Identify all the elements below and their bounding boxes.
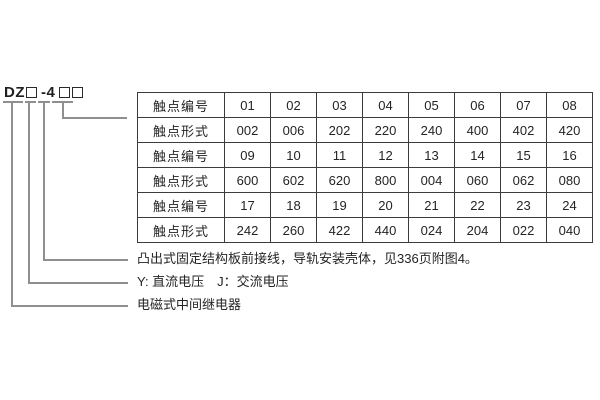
value-cell: 620 bbox=[316, 167, 363, 193]
value-cell: 19 bbox=[316, 192, 363, 218]
value-cell: 240 bbox=[408, 117, 455, 143]
value-cell: 022 bbox=[500, 217, 547, 243]
value-cell: 09 bbox=[224, 142, 271, 168]
annotation-mounting: 凸出式固定结构板前接线，导轨安装壳体，见336页附图4。 bbox=[137, 251, 478, 266]
value-cell: 04 bbox=[362, 92, 409, 118]
leader-line-to-table bbox=[62, 117, 127, 119]
contact-spec-table: 触点编号 01 02 03 04 05 06 07 08 触点形式 002 006 202 220 240 4… bbox=[137, 92, 593, 243]
value-cell: 23 bbox=[500, 192, 547, 218]
value-cell: 400 bbox=[454, 117, 501, 143]
spec-table-body: 触点编号 01 02 03 04 05 06 07 08 触点形式 002 006 202 220 240 4… bbox=[137, 92, 593, 243]
value-cell: 024 bbox=[408, 217, 455, 243]
leader-line-to-annotation1 bbox=[43, 259, 128, 261]
leader-line-vertical-2 bbox=[28, 101, 30, 283]
value-cell: 07 bbox=[500, 92, 547, 118]
leader-line-to-annotation3 bbox=[11, 305, 128, 307]
model-prefix: DZ bbox=[4, 84, 25, 101]
value-cell: 062 bbox=[500, 167, 547, 193]
value-cell: 800 bbox=[362, 167, 409, 193]
value-cell: 242 bbox=[224, 217, 271, 243]
value-cell: 204 bbox=[454, 217, 501, 243]
value-cell: 11 bbox=[316, 142, 363, 168]
model-code: DZ -4 bbox=[4, 84, 84, 101]
value-cell: 420 bbox=[546, 117, 593, 143]
row-label-cell: 触点编号 bbox=[137, 92, 225, 118]
underline-box1 bbox=[25, 101, 36, 103]
value-cell: 01 bbox=[224, 92, 271, 118]
value-cell: 004 bbox=[408, 167, 455, 193]
table-row: 触点形式 002 006 202 220 240 400 402 420 bbox=[137, 117, 593, 143]
value-cell: 18 bbox=[270, 192, 317, 218]
value-cell: 08 bbox=[546, 92, 593, 118]
value-cell: 16 bbox=[546, 142, 593, 168]
value-cell: 17 bbox=[224, 192, 271, 218]
table-row: 触点编号 09 10 11 12 13 14 15 16 bbox=[137, 142, 593, 168]
annotation-relay-type: 电磁式中间继电器 bbox=[137, 297, 242, 312]
value-cell: 22 bbox=[454, 192, 501, 218]
value-cell: 040 bbox=[546, 217, 593, 243]
value-cell: 202 bbox=[316, 117, 363, 143]
annotation-voltage: Y: 直流电压 J：交流电压 bbox=[137, 274, 289, 289]
placeholder-box-icon bbox=[72, 87, 84, 98]
placeholder-box-icon bbox=[26, 87, 37, 98]
table-row: 触点编号 17 18 19 20 21 22 23 24 bbox=[137, 192, 593, 218]
leader-line-to-annotation2 bbox=[28, 282, 128, 284]
model-series: -4 bbox=[41, 84, 56, 101]
value-cell: 080 bbox=[546, 167, 593, 193]
value-cell: 14 bbox=[454, 142, 501, 168]
value-cell: 13 bbox=[408, 142, 455, 168]
value-cell: 006 bbox=[270, 117, 317, 143]
leader-line-vertical-3 bbox=[43, 101, 45, 260]
value-cell: 21 bbox=[408, 192, 455, 218]
row-label-cell: 触点形式 bbox=[137, 167, 225, 193]
leader-line-vertical-1 bbox=[11, 101, 13, 306]
value-cell: 602 bbox=[270, 167, 317, 193]
value-cell: 06 bbox=[454, 92, 501, 118]
placeholder-box-icon bbox=[59, 87, 71, 98]
table-row: 触点编号 01 02 03 04 05 06 07 08 bbox=[137, 92, 593, 118]
value-cell: 600 bbox=[224, 167, 271, 193]
row-label-cell: 触点形式 bbox=[137, 217, 225, 243]
value-cell: 440 bbox=[362, 217, 409, 243]
row-label-cell: 触点形式 bbox=[137, 117, 225, 143]
value-cell: 260 bbox=[270, 217, 317, 243]
leader-line-vertical-4 bbox=[62, 101, 64, 118]
value-cell: 220 bbox=[362, 117, 409, 143]
table-row: 触点形式 242 260 422 440 024 204 022 040 bbox=[137, 217, 593, 243]
value-cell: 002 bbox=[224, 117, 271, 143]
row-label-cell: 触点编号 bbox=[137, 192, 225, 218]
underline-prefix bbox=[3, 101, 23, 103]
value-cell: 02 bbox=[270, 92, 317, 118]
value-cell: 05 bbox=[408, 92, 455, 118]
value-cell: 12 bbox=[362, 142, 409, 168]
row-label-cell: 触点编号 bbox=[137, 142, 225, 168]
table-row: 触点形式 600 602 620 800 004 060 062 080 bbox=[137, 167, 593, 193]
value-cell: 10 bbox=[270, 142, 317, 168]
value-cell: 24 bbox=[546, 192, 593, 218]
value-cell: 060 bbox=[454, 167, 501, 193]
value-cell: 03 bbox=[316, 92, 363, 118]
value-cell: 402 bbox=[500, 117, 547, 143]
value-cell: 422 bbox=[316, 217, 363, 243]
value-cell: 20 bbox=[362, 192, 409, 218]
value-cell: 15 bbox=[500, 142, 547, 168]
